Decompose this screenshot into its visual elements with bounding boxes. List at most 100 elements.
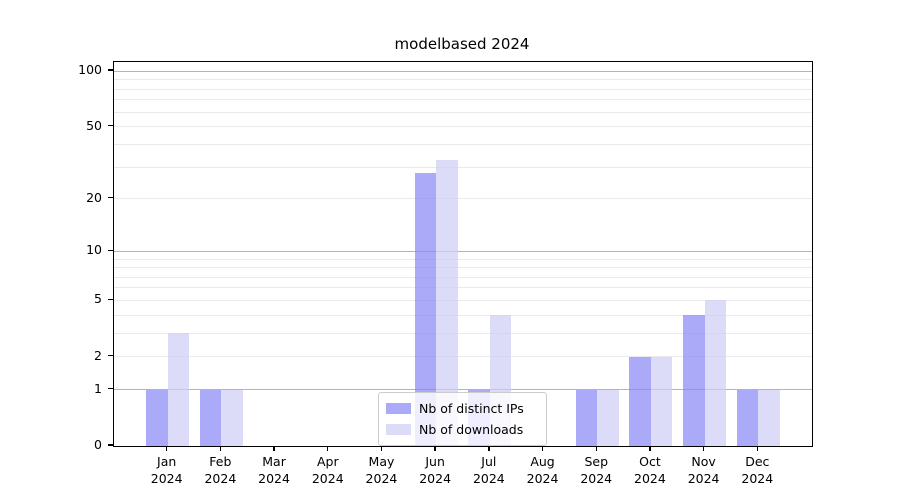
x-tick-month-jul: Jul <box>481 454 497 469</box>
x-tick-mark-aug <box>541 446 544 452</box>
bar-downloads-jun <box>436 159 458 446</box>
y-tick-mark-1 <box>108 388 113 390</box>
x-tick-label-may: May 2024 <box>349 453 413 487</box>
x-tick-month-nov: Nov <box>691 454 716 469</box>
y-tick-label-0: 0 <box>94 437 102 452</box>
y-tick-mark-50 <box>108 124 113 127</box>
x-tick-year-jul: 2024 <box>472 471 505 486</box>
x-tick-mark-dec <box>756 446 758 452</box>
gridline-70 <box>114 99 812 101</box>
x-tick-mark-oct <box>649 446 651 452</box>
y-tick-mark-5 <box>108 298 113 301</box>
bar-distinct-ips-jan <box>146 389 168 446</box>
y-tick-label-100: 100 <box>78 62 102 78</box>
bar-downloads-dec <box>758 389 780 446</box>
chart-title: modelbased 2024 <box>394 35 530 53</box>
bar-distinct-ips-dec <box>736 389 759 446</box>
y-tick-label-20: 20 <box>86 189 102 205</box>
x-tick-year-may: 2024 <box>365 471 398 486</box>
x-tick-label-feb: Feb 2024 <box>188 453 252 487</box>
x-tick-month-jan: Jan <box>157 454 177 469</box>
x-tick-label-apr: Apr 2024 <box>296 453 360 487</box>
gridline-80 <box>114 88 812 90</box>
bar-distinct-ips-oct <box>629 356 651 446</box>
gridline-2 <box>114 356 812 358</box>
x-tick-month-may: May <box>368 454 395 469</box>
y-tick-label-1: 1 <box>94 380 102 396</box>
x-tick-year-jun: 2024 <box>419 471 452 486</box>
bar-downloads-nov <box>704 300 727 446</box>
gridline-7 <box>114 276 812 278</box>
y-tick-label-50: 50 <box>86 117 102 133</box>
legend-label-distinct-ips: Nb of distinct IPs <box>419 401 524 416</box>
bar-distinct-ips-nov <box>683 315 705 446</box>
x-tick-label-jul: Jul 2024 <box>457 453 521 487</box>
gridline-4 <box>114 314 812 316</box>
y-tick-mark-10 <box>108 249 113 251</box>
bar-downloads-jan <box>167 333 190 446</box>
x-tick-mark-jul <box>488 446 490 452</box>
x-tick-year-sep: 2024 <box>580 471 613 486</box>
bar-distinct-ips-jun <box>414 172 437 446</box>
x-tick-month-sep: Sep <box>584 454 608 469</box>
gridline-6 <box>114 287 812 289</box>
x-tick-mark-feb <box>219 446 222 452</box>
x-tick-label-jun: Jun 2024 <box>403 453 467 487</box>
gridline-20 <box>114 198 812 200</box>
x-tick-mark-sep <box>595 446 597 452</box>
gridline-90 <box>114 79 812 81</box>
x-tick-month-feb: Feb <box>209 454 232 469</box>
gridline-8 <box>114 267 812 269</box>
x-tick-mark-jan <box>165 446 168 452</box>
gridline-5 <box>114 299 812 301</box>
gridline-9 <box>114 258 812 260</box>
legend-swatch-downloads <box>386 424 411 435</box>
y-tick-label-10: 10 <box>86 242 102 258</box>
x-tick-year-oct: 2024 <box>634 471 666 486</box>
gridline-60 <box>114 111 812 113</box>
legend-item-downloads: Nb of downloads <box>386 419 538 440</box>
bar-downloads-oct <box>650 356 673 446</box>
legend: Nb of distinct IPs Nb of downloads <box>378 392 547 446</box>
x-tick-month-jun: Jun <box>425 454 445 469</box>
y-tick-mark-100 <box>108 69 113 71</box>
x-tick-month-aug: Aug <box>530 454 555 469</box>
x-tick-label-dec: Dec 2024 <box>725 453 789 487</box>
x-tick-year-feb: 2024 <box>204 471 237 486</box>
x-tick-year-dec: 2024 <box>741 471 774 486</box>
y-tick-label-2: 2 <box>94 347 102 363</box>
x-tick-mark-apr <box>327 446 329 452</box>
gridline-30 <box>114 166 812 168</box>
bar-downloads-feb <box>221 389 243 446</box>
x-tick-mark-jun <box>434 446 436 452</box>
x-tick-label-nov: Nov 2024 <box>672 453 736 487</box>
x-tick-label-jan: Jan 2024 <box>135 453 199 487</box>
y-tick-mark-20 <box>108 197 113 199</box>
y-tick-mark-0 <box>108 444 113 446</box>
x-tick-year-mar: 2024 <box>258 471 290 486</box>
x-tick-month-oct: Oct <box>639 454 661 469</box>
gridline-50 <box>114 126 812 128</box>
legend-label-downloads: Nb of downloads <box>419 422 524 437</box>
x-tick-mark-mar <box>273 446 275 452</box>
legend-item-distinct-ips: Nb of distinct IPs <box>386 398 538 419</box>
x-tick-mark-nov <box>702 446 705 452</box>
x-tick-label-mar: Mar 2024 <box>242 453 306 487</box>
x-tick-year-aug: 2024 <box>526 471 559 486</box>
x-tick-month-mar: Mar <box>262 454 286 469</box>
gridline-1 <box>114 389 812 391</box>
x-tick-label-sep: Sep 2024 <box>564 453 628 487</box>
legend-swatch-distinct-ips <box>386 403 411 414</box>
x-tick-year-nov: 2024 <box>687 471 720 486</box>
y-tick-label-5: 5 <box>94 291 102 307</box>
bar-distinct-ips-feb <box>199 389 222 446</box>
gridline-40 <box>114 143 812 145</box>
gridline-3 <box>114 332 812 334</box>
plot-area: Nb of distinct IPs Nb of downloads <box>113 61 813 447</box>
bar-downloads-sep <box>597 389 619 446</box>
x-tick-label-aug: Aug 2024 <box>511 453 575 487</box>
x-tick-year-apr: 2024 <box>311 471 344 486</box>
x-tick-month-dec: Dec <box>745 454 770 469</box>
y-tick-mark-2 <box>108 355 113 357</box>
